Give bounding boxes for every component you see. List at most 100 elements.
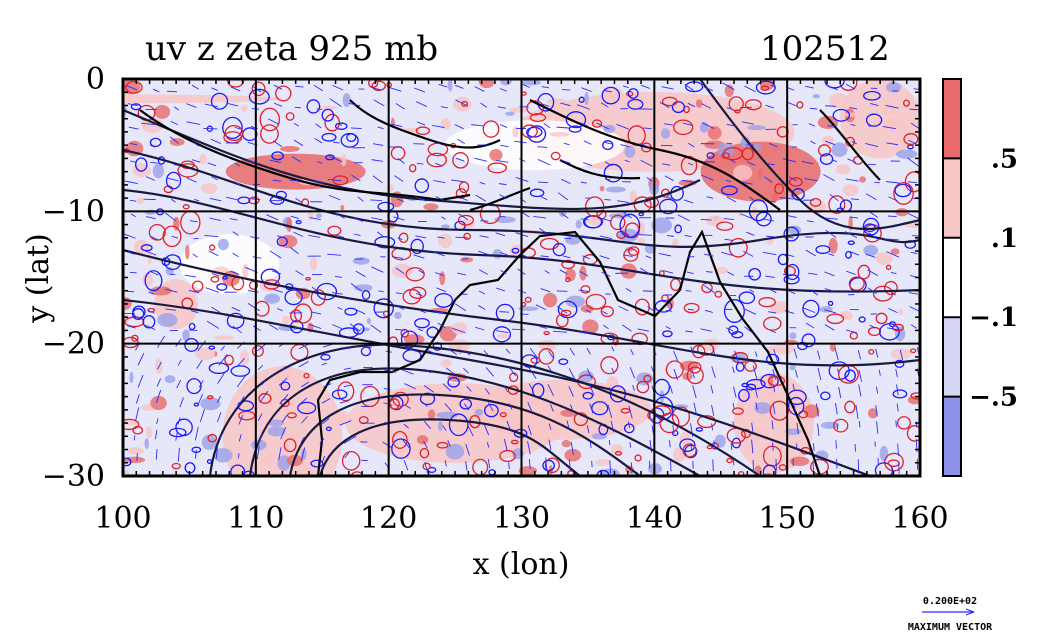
wind-vector <box>217 412 222 423</box>
vorticity-cell <box>214 335 235 340</box>
vorticity-region <box>444 120 625 171</box>
wind-vector <box>130 160 137 163</box>
vorticity-cell <box>758 167 763 180</box>
coastline <box>139 109 471 202</box>
wind-vector <box>237 396 245 407</box>
wind-vector <box>273 140 283 147</box>
wind-vector <box>769 143 778 148</box>
vorticity-contour <box>734 109 741 114</box>
wind-vector <box>811 290 819 296</box>
vorticity-cell <box>136 197 144 205</box>
wind-vector <box>199 408 205 422</box>
vorticity-cell <box>386 184 394 192</box>
vorticity-cell <box>829 92 849 109</box>
wind-vector <box>772 368 776 380</box>
wind-vector <box>232 231 239 236</box>
vorticity-contour <box>580 285 591 294</box>
vorticity-cell <box>765 389 778 398</box>
vorticity-contour <box>191 280 204 292</box>
vorticity-contour <box>785 263 800 281</box>
wind-vector <box>357 196 364 202</box>
wind-vector <box>145 250 157 256</box>
wind-vector <box>884 238 899 241</box>
wind-vector <box>294 326 303 329</box>
vorticity-contour <box>337 381 355 402</box>
wind-vector <box>611 367 615 374</box>
wind-vector <box>793 405 796 413</box>
wind-vector <box>220 345 226 351</box>
wind-vector <box>425 348 438 356</box>
wind-vector <box>328 194 341 201</box>
wind-vector <box>293 123 299 127</box>
vorticity-cell <box>200 183 218 194</box>
wind-vector <box>913 88 919 90</box>
vorticity-cell <box>416 434 429 445</box>
wind-vector <box>643 127 652 130</box>
wind-vector <box>700 328 712 332</box>
wind-vector <box>712 348 717 357</box>
vorticity-contour <box>728 325 739 335</box>
vorticity-cell <box>157 312 178 328</box>
wind-vector <box>136 453 138 461</box>
wind-vector <box>550 404 554 412</box>
wind-vector <box>557 305 568 314</box>
wind-vector <box>585 309 592 313</box>
wind-vector <box>146 216 156 220</box>
wind-vector <box>743 250 754 257</box>
vorticity-contour <box>627 88 639 99</box>
wind-vector <box>455 84 464 89</box>
wind-vector <box>166 90 178 93</box>
wind-vector <box>298 343 310 350</box>
vorticity-contour <box>687 361 702 374</box>
wind-vector <box>869 324 876 329</box>
vorticity-contour <box>134 157 148 172</box>
wind-vector <box>875 405 878 417</box>
wind-vector <box>846 270 856 275</box>
vorticity-contour <box>216 283 228 291</box>
wind-vector <box>823 174 835 182</box>
vorticity-cell <box>829 342 836 352</box>
vorticity-contour <box>398 232 409 244</box>
wind-vector <box>354 308 366 315</box>
vorticity-cell <box>859 176 867 183</box>
wind-vector <box>218 354 228 366</box>
wind-vector <box>527 425 532 436</box>
wind-vector <box>144 324 156 330</box>
wind-vector <box>480 102 488 108</box>
wind-vector <box>211 176 219 181</box>
vorticity-contour <box>671 101 686 114</box>
vorticity-contour <box>826 313 845 325</box>
vorticity-contour <box>638 212 645 217</box>
wind-vector <box>749 289 755 293</box>
vorticity-cell <box>771 192 778 203</box>
wind-vector <box>601 217 612 222</box>
vorticity-contour <box>610 214 626 231</box>
vorticity-contour <box>162 225 182 248</box>
vorticity-contour <box>222 116 243 140</box>
vorticity-contour <box>716 221 734 231</box>
wind-vector <box>257 413 263 422</box>
wind-vector <box>762 218 775 222</box>
vorticity-contour <box>847 240 855 246</box>
vorticity-contour <box>634 454 642 462</box>
vorticity-cell <box>164 375 176 384</box>
vector-legend: 0.200E+02 MAXIMUM VECTOR <box>908 596 993 633</box>
vorticity-cell <box>896 149 918 159</box>
wind-vector <box>434 272 444 276</box>
wind-vector <box>604 141 612 145</box>
vorticity-contour <box>643 374 652 383</box>
wind-vector <box>464 350 471 356</box>
vorticity-cell <box>564 448 582 462</box>
wind-vector <box>209 217 221 222</box>
wind-vector <box>447 440 451 447</box>
wind-vector <box>392 256 404 259</box>
wind-vector <box>478 269 489 275</box>
vorticity-contour <box>487 162 508 174</box>
wind-vector <box>496 330 509 334</box>
vorticity-contour <box>844 369 856 382</box>
colorbar-label: −.5 <box>969 383 1018 413</box>
vorticity-contour <box>614 450 623 456</box>
vorticity-contour <box>374 236 396 249</box>
coastline <box>349 99 501 149</box>
wind-vector <box>269 250 282 259</box>
